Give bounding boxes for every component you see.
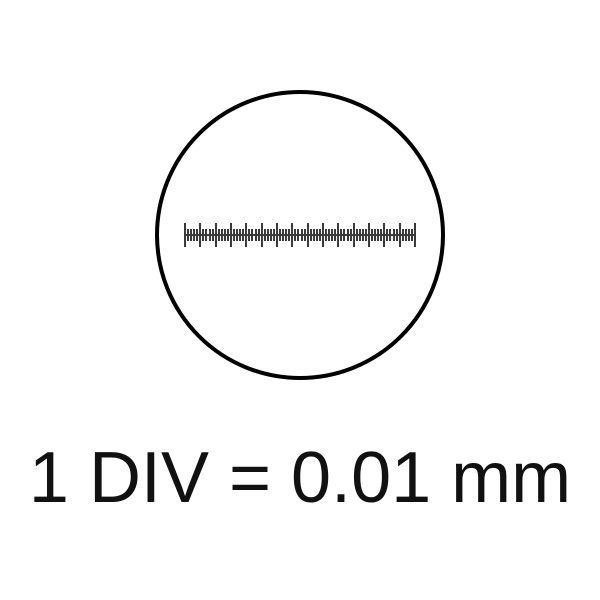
ruler-tick-minor	[405, 229, 407, 241]
ruler-tick-minor	[212, 229, 214, 241]
ruler-tick-minor	[380, 229, 382, 241]
ruler-tick-minor	[402, 229, 404, 241]
ruler-tick-minor	[343, 229, 345, 241]
ruler-tick-major	[307, 223, 309, 247]
ruler-tick-minor	[334, 229, 336, 241]
ruler-tick-minor	[239, 229, 241, 241]
ruler-tick-minor	[288, 229, 290, 241]
ruler-tick-minor	[316, 229, 318, 241]
diagram-stage: 1 DIV = 0.01 mm	[0, 0, 600, 600]
ruler-tick-minor	[270, 229, 272, 241]
ruler-tick-minor	[267, 229, 269, 241]
ruler-tick-minor	[255, 229, 257, 241]
ruler-tick-major	[399, 223, 401, 247]
ruler-tick-minor	[205, 229, 207, 241]
ruler-tick-minor	[365, 229, 367, 241]
ruler-tick-minor	[331, 229, 333, 241]
ruler-tick-major	[276, 223, 278, 247]
ruler-tick-major	[184, 223, 186, 247]
ruler-tick-minor	[242, 229, 244, 241]
ruler-tick-minor	[386, 229, 388, 241]
ruler-tick-minor	[264, 229, 266, 241]
ruler-tick-minor	[233, 229, 235, 241]
ruler-tick-minor	[304, 229, 306, 241]
ruler-tick-minor	[227, 229, 229, 241]
ruler-tick-minor	[209, 229, 211, 241]
ruler-tick-minor	[313, 229, 315, 241]
ruler-tick-major	[414, 223, 416, 247]
ruler-tick-minor	[374, 229, 376, 241]
ruler-tick-major	[261, 223, 263, 247]
ruler-tick-major	[353, 223, 355, 247]
micrometer-ruler	[185, 223, 415, 247]
ruler-tick-major	[291, 223, 293, 247]
ruler-tick-minor	[258, 229, 260, 241]
ruler-tick-major	[322, 223, 324, 247]
ruler-tick-minor	[362, 229, 364, 241]
ruler-tick-minor	[310, 229, 312, 241]
caption-text: 1 DIV = 0.01 mm	[0, 442, 600, 514]
ruler-tick-major	[230, 223, 232, 247]
ruler-tick-major	[245, 223, 247, 247]
ruler-tick-minor	[328, 229, 330, 241]
ruler-tick-minor	[389, 229, 391, 241]
ruler-tick-minor	[347, 229, 349, 241]
ruler-tick-minor	[221, 229, 223, 241]
ruler-tick-minor	[319, 229, 321, 241]
ruler-tick-minor	[236, 229, 238, 241]
ruler-tick-major	[383, 223, 385, 247]
ruler-tick-minor	[396, 229, 398, 241]
ruler-tick-minor	[377, 229, 379, 241]
ruler-tick-minor	[248, 229, 250, 241]
ruler-tick-minor	[285, 229, 287, 241]
ruler-tick-minor	[273, 229, 275, 241]
ruler-tick-major	[199, 223, 201, 247]
ruler-tick-minor	[224, 229, 226, 241]
ruler-tick-minor	[218, 229, 220, 241]
ruler-tick-major	[368, 223, 370, 247]
ruler-tick-minor	[196, 229, 198, 241]
ruler-tick-minor	[350, 229, 352, 241]
ruler-tick-minor	[294, 229, 296, 241]
ruler-tick-minor	[356, 229, 358, 241]
ruler-tick-minor	[408, 229, 410, 241]
ruler-tick-minor	[282, 229, 284, 241]
ruler-tick-minor	[411, 229, 413, 241]
ruler-tick-minor	[340, 229, 342, 241]
ruler-tick-minor	[190, 229, 192, 241]
ruler-tick-minor	[187, 229, 189, 241]
ruler-tick-major	[337, 223, 339, 247]
ruler-tick-minor	[325, 229, 327, 241]
ruler-tick-minor	[359, 229, 361, 241]
ruler-tick-minor	[202, 229, 204, 241]
ruler-tick-minor	[279, 229, 281, 241]
ruler-tick-minor	[301, 229, 303, 241]
ruler-tick-minor	[371, 229, 373, 241]
ruler-tick-minor	[193, 229, 195, 241]
ruler-tick-minor	[251, 229, 253, 241]
ruler-tick-minor	[297, 229, 299, 241]
ruler-tick-minor	[393, 229, 395, 241]
ruler-tick-major	[215, 223, 217, 247]
